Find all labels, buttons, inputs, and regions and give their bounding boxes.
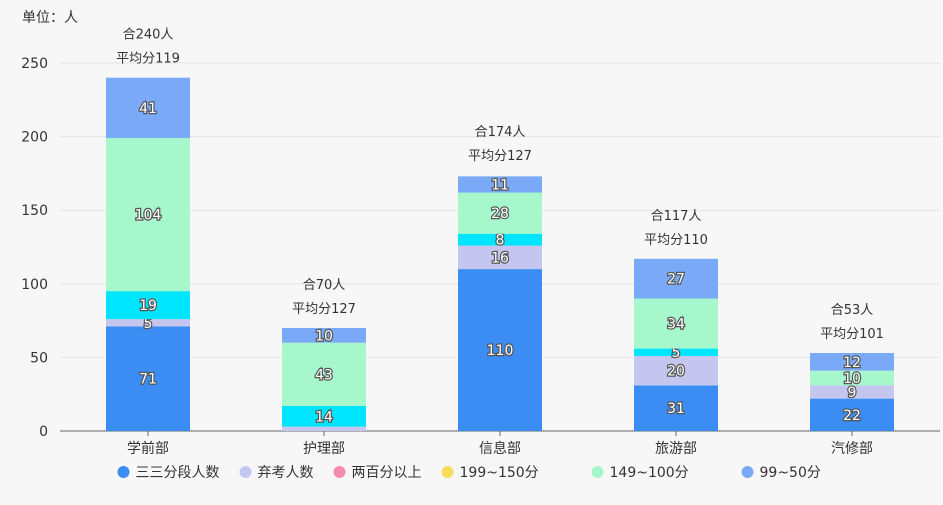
bar-segment-label: 14 [315,409,333,425]
legend-item[interactable]: 149~100分 [591,465,689,481]
bar-segment-label: 110 [487,343,514,359]
legend-label: 三三分段人数 [136,465,220,481]
bar-segment-label: 27 [667,272,685,288]
bar-segment-label: 22 [843,408,861,424]
unit-label: 单位：人 [22,10,78,26]
bar-segment [810,352,894,371]
legend-item[interactable]: 三三分段人数 [117,465,220,481]
bar-stack: 31 20 5 34 27 [634,258,718,431]
bar-segment [282,342,366,406]
bar-segment-label: 12 [843,355,861,371]
bar-segment-label: 8 [496,233,505,249]
bar-segment-label: 5 [672,345,681,361]
bar-segment-label: 9 [848,385,857,401]
bar-segment-label: 41 [139,101,157,117]
bar-total-label: 合117人 [651,209,702,224]
bar-total-label: 合240人 [123,28,174,43]
bar-average-label: 平均分110 [644,233,708,248]
bar-stack: 71 5 19 104 41 [106,77,190,431]
bar-segment [458,176,542,193]
bar-stack: 14 43 10 [282,327,366,431]
bar-segment [106,291,190,320]
legend-swatch [333,466,346,478]
bar-segment [634,385,718,431]
bar-stack: 110 168 28 11 [458,176,542,431]
bar-segment [282,327,366,343]
legend-item[interactable]: 99~50分 [741,465,821,481]
x-axis: 学前部 护理部 信息部 旅游部 汽修部 [127,431,873,457]
bar-segment [810,385,894,399]
bar-average-label: 平均分119 [116,52,180,67]
bar-segment [106,319,190,327]
bar-segment-label: 10 [315,328,333,344]
bar-segment-label: 43 [315,367,333,383]
legend-swatch [441,466,454,478]
bar-segment [634,298,718,349]
bar-total-label: 合53人 [831,303,874,318]
legend-swatch [591,466,604,478]
x-tick-label: 护理部 [303,441,345,457]
y-tick-label: 200 [21,130,48,146]
y-tick-label: 150 [21,203,48,219]
legend-item[interactable]: 弃考人数 [239,465,314,481]
legend-swatch [239,466,252,478]
bar-average-label: 平均分127 [292,302,356,317]
x-tick-label: 汽修部 [831,441,873,457]
bar-annotations: 合240人平均分119合70人平均分127合174人平均分127合117人平均分… [116,28,884,342]
x-tick-label: 信息部 [479,440,521,457]
legend-label: 199~150分 [460,465,539,481]
legend[interactable]: 三三分段人数 弃考人数 两百分以上 199~150分 149~100分 99~50分 [117,465,821,481]
x-tick-label: 旅游部 [655,441,697,457]
bar-segment [106,326,190,431]
bar-segment [634,258,718,299]
legend-swatch [741,466,754,478]
y-axis: 0 50 100 150 200 250 [21,56,940,440]
bar-total-label: 合174人 [475,125,526,140]
bar-segment-label: 20 [667,364,685,380]
bar-segment-label: 71 [139,372,157,388]
bar-segment [106,138,190,292]
y-tick-label: 50 [30,350,48,366]
bar-segment-label: 31 [667,401,685,417]
bar-segment [458,269,542,431]
legend-item[interactable]: 199~150分 [441,465,539,481]
bar-segment [810,370,894,386]
legend-swatch [117,466,130,478]
bar-segment [282,426,366,431]
bar-segment [634,348,718,356]
legend-item[interactable]: 两百分以上 [333,465,422,481]
bar-segment [458,192,542,234]
legend-label: 两百分以上 [352,465,422,481]
bar-segment-label: 11 [491,177,509,193]
bar-segment-label: 16 [491,250,509,266]
y-tick-label: 250 [21,56,48,72]
bar-segment-label: 10 [843,371,861,387]
bar-segment [106,77,190,139]
legend-label: 弃考人数 [258,465,314,481]
bar-segment-label: 34 [667,317,685,333]
bar-segment [282,405,366,427]
legend-label: 149~100分 [610,465,689,481]
bar-segment [810,398,894,431]
bar-segment-label: 5 [144,316,153,332]
bar-average-label: 平均分127 [468,149,532,164]
bar-average-label: 平均分101 [820,327,884,342]
bar-segment-label: 104 [135,208,162,224]
bars: 7151910441144310110168281131205342722910… [106,77,894,431]
x-tick-label: 学前部 [127,440,169,457]
bar-segment [458,245,542,270]
bar-segment [634,355,718,386]
bar-segment-label: 19 [139,298,157,314]
y-tick-label: 100 [21,277,48,293]
bar-segment-label: 28 [491,206,509,222]
bar-segment [458,233,542,246]
y-tick-label: 0 [39,424,48,440]
bar-total-label: 合70人 [303,278,346,293]
legend-label: 99~50分 [760,465,821,481]
